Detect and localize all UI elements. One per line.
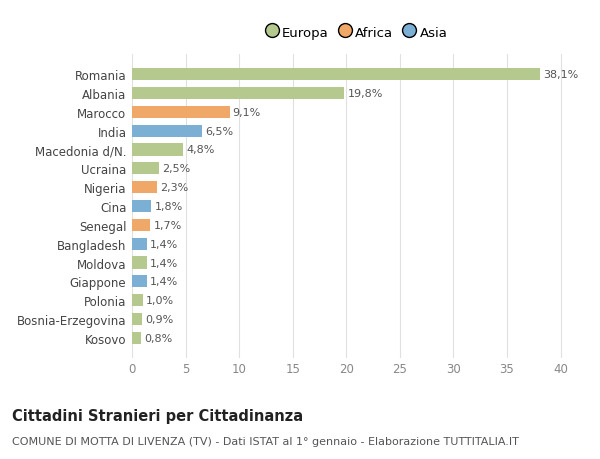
Text: 9,1%: 9,1%	[233, 107, 261, 118]
Legend: Europa, Africa, Asia: Europa, Africa, Asia	[262, 22, 452, 44]
Text: 2,3%: 2,3%	[160, 183, 188, 193]
Bar	[132, 238, 147, 250]
Bar	[132, 276, 147, 288]
Bar	[132, 125, 202, 137]
Bar	[132, 257, 147, 269]
Bar	[132, 219, 150, 231]
Bar	[132, 69, 540, 81]
Text: Cittadini Stranieri per Cittadinanza: Cittadini Stranieri per Cittadinanza	[12, 409, 303, 424]
Bar	[132, 182, 157, 194]
Text: 1,4%: 1,4%	[150, 239, 178, 249]
Text: 1,7%: 1,7%	[154, 220, 182, 230]
Text: 1,4%: 1,4%	[150, 277, 178, 287]
Bar	[132, 144, 184, 156]
Bar	[132, 201, 151, 213]
Text: 0,8%: 0,8%	[144, 333, 172, 343]
Text: 19,8%: 19,8%	[347, 89, 383, 99]
Bar	[132, 313, 142, 325]
Bar	[132, 163, 159, 175]
Bar	[132, 332, 140, 344]
Text: 1,8%: 1,8%	[155, 202, 183, 212]
Bar	[132, 106, 229, 119]
Text: 1,4%: 1,4%	[150, 258, 178, 268]
Bar	[132, 294, 143, 307]
Text: 4,8%: 4,8%	[187, 145, 215, 155]
Text: 2,5%: 2,5%	[162, 164, 190, 174]
Text: 0,9%: 0,9%	[145, 314, 173, 325]
Text: 6,5%: 6,5%	[205, 126, 233, 136]
Bar	[132, 88, 344, 100]
Text: 38,1%: 38,1%	[544, 70, 578, 80]
Text: COMUNE DI MOTTA DI LIVENZA (TV) - Dati ISTAT al 1° gennaio - Elaborazione TUTTIT: COMUNE DI MOTTA DI LIVENZA (TV) - Dati I…	[12, 436, 519, 446]
Text: 1,0%: 1,0%	[146, 296, 174, 306]
